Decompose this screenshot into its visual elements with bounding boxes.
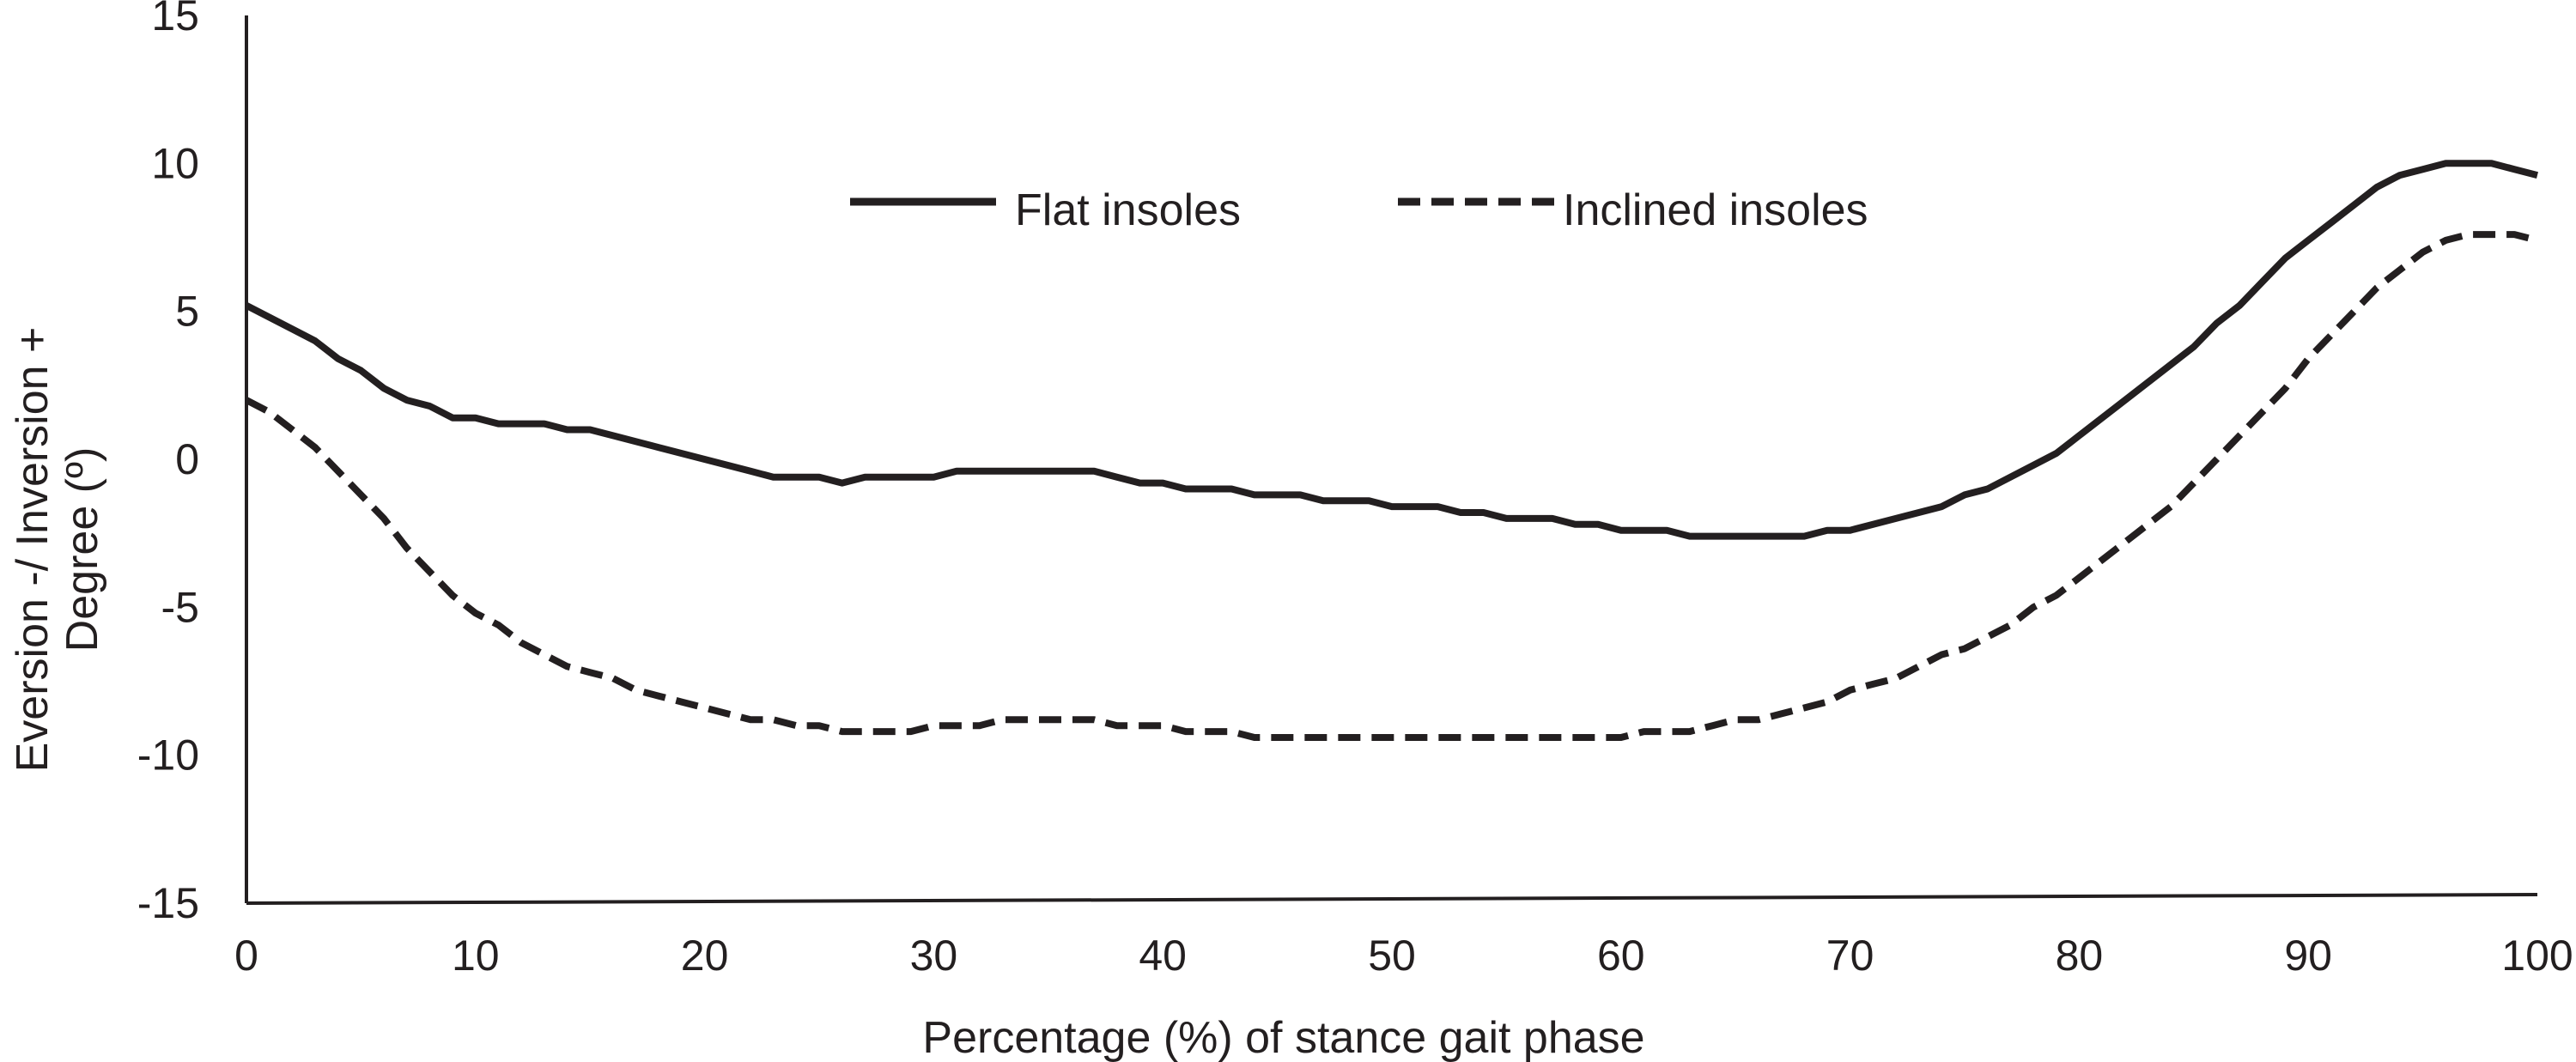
- x-axis-label: Percentage (%) of stance gait phase: [922, 1013, 1644, 1062]
- x-tick-label: 60: [1597, 932, 1645, 980]
- x-axis-line: [246, 893, 2538, 905]
- y-tick-label: 15: [151, 0, 199, 39]
- chart-axes: [245, 15, 2538, 905]
- series-lines: [245, 160, 2539, 741]
- y-axis-label-line-1: Eversion -/ Inversion +: [8, 327, 58, 773]
- y-tick-label: -5: [161, 583, 199, 631]
- x-tick-label: 50: [1368, 932, 1416, 980]
- x-tick-labels: 0 10 20 30 40 50 60 70 80 90 100: [234, 932, 2573, 980]
- x-tick-label: 70: [1826, 932, 1874, 980]
- y-tick-label: 5: [175, 288, 199, 336]
- x-tick-label: 10: [452, 932, 500, 980]
- y-axis-label-line-2: Degree (º): [58, 447, 107, 652]
- legend-label-flat-insoles: Flat insoles: [1015, 185, 1241, 235]
- y-tick-label: -15: [137, 879, 199, 927]
- x-tick-label: 20: [681, 932, 729, 980]
- x-tick-label: 90: [2284, 932, 2332, 980]
- y-tick-label: 10: [151, 139, 199, 187]
- legend: Flat insoles Inclined insoles: [850, 185, 1868, 235]
- x-tick-label: 0: [234, 932, 258, 980]
- legend-label-inclined-insoles: Inclined insoles: [1563, 185, 1868, 235]
- series-line-inclined-insoles: [245, 231, 2538, 741]
- y-tick-labels: -15 -10 -5 0 5 10 15: [137, 0, 199, 927]
- x-tick-label: 40: [1139, 932, 1187, 980]
- x-tick-label: 30: [910, 932, 958, 980]
- series-line-flat-insoles: [245, 160, 2539, 540]
- y-tick-label: 0: [175, 435, 199, 483]
- y-axis-label: Eversion -/ Inversion + Degree (º): [8, 327, 107, 773]
- y-tick-label: -10: [137, 731, 199, 780]
- x-tick-label: 80: [2056, 932, 2104, 980]
- x-tick-label: 100: [2501, 932, 2573, 980]
